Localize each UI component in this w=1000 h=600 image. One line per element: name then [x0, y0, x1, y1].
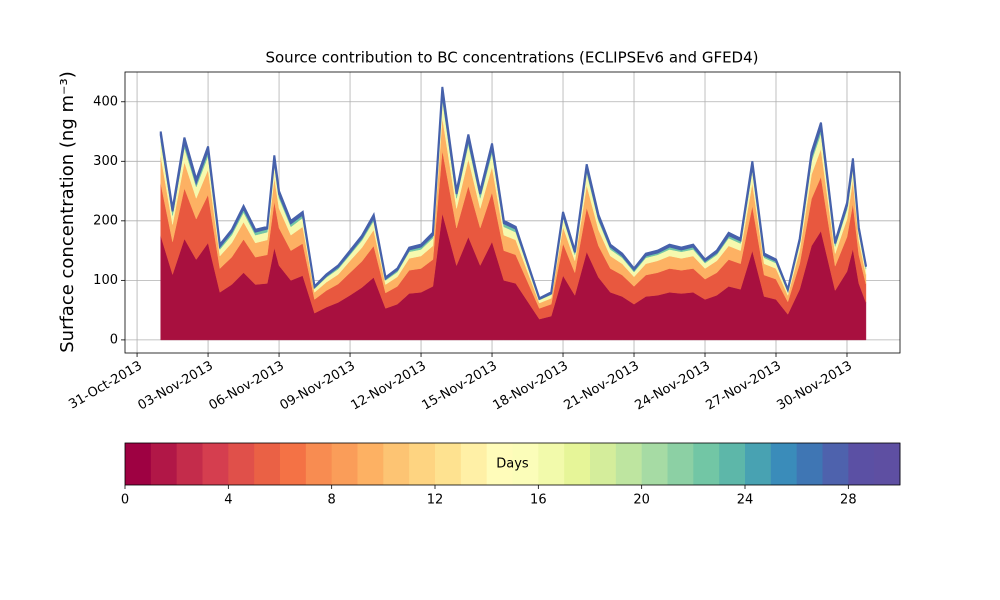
- colorbar-bin: [512, 443, 539, 485]
- x-tick-label: 27-Nov-2013: [703, 359, 783, 414]
- plot-frame: [124, 71, 901, 354]
- colorbar-bin: [693, 443, 720, 485]
- y-tick-label: 200: [93, 213, 118, 228]
- colorbar-bin: [331, 443, 358, 485]
- colorbar-bin: [796, 443, 823, 485]
- colorbar-bin: [822, 443, 849, 485]
- y-tick-label: 0: [110, 332, 118, 347]
- x-tick-label: 21-Nov-2013: [561, 359, 641, 414]
- colorbar-tick-label: 4: [224, 493, 232, 508]
- colorbar-bin: [590, 443, 617, 485]
- x-tick-label: 09-Nov-2013: [278, 359, 358, 414]
- x-tick-label: 31-Oct-2013: [66, 359, 144, 413]
- colorbar-bin: [228, 443, 255, 485]
- colorbar-bin: [409, 443, 436, 485]
- colorbar-bin: [305, 443, 333, 485]
- x-tick-label: 12-Nov-2013: [349, 359, 429, 414]
- colorbar-bin: [770, 443, 798, 485]
- chart-title: Source contribution to BC concentrations…: [265, 49, 758, 67]
- colorbar-bin: [383, 443, 410, 485]
- colorbar-frame: [124, 442, 901, 486]
- colorbar-bin: [538, 443, 565, 485]
- colorbar-bin: [435, 443, 462, 485]
- colorbar-tick-label: 28: [840, 493, 857, 508]
- x-tick-label: 03-Nov-2013: [136, 359, 216, 414]
- colorbar-bin: [848, 443, 875, 485]
- colorbar-tick-label: 8: [328, 493, 336, 508]
- x-tick-label: 24-Nov-2013: [632, 359, 712, 414]
- colorbar-bin: [667, 443, 694, 485]
- colorbar-bin: [719, 443, 746, 485]
- x-tick-label: 15-Nov-2013: [420, 359, 500, 414]
- y-tick-label: 300: [93, 154, 118, 169]
- colorbar-bin: [202, 443, 229, 485]
- colorbar-bin: [125, 443, 152, 485]
- colorbar-bin: [615, 443, 643, 485]
- colorbar-bin: [280, 443, 307, 485]
- colorbar-bin: [150, 443, 178, 485]
- colorbar-bin: [176, 443, 203, 485]
- y-tick-label: 100: [93, 273, 118, 288]
- colorbar-bin: [486, 443, 513, 485]
- colorbar-bin: [874, 443, 901, 485]
- colorbar-bin: [641, 443, 668, 485]
- colorbar-bin: [460, 443, 488, 485]
- colorbar-bin: [564, 443, 591, 485]
- area-layer: [159, 86, 867, 301]
- colorbar-bin: [357, 443, 384, 485]
- colorbar-tick-label: 20: [633, 493, 650, 508]
- colorbar-tick-label: 12: [427, 493, 444, 508]
- colorbar-label: Days: [496, 457, 529, 472]
- colorbar-tick-label: 16: [530, 493, 547, 508]
- x-tick-label: 18-Nov-2013: [490, 359, 570, 414]
- colorbar-bin: [745, 443, 772, 485]
- x-tick-label: 06-Nov-2013: [207, 359, 287, 414]
- y-axis-label: Surface concentration (ng m⁻³): [57, 71, 78, 353]
- colorbar-bin: [254, 443, 281, 485]
- colorbar-tick-label: 0: [121, 493, 129, 508]
- x-tick-label: 30-Nov-2013: [774, 359, 854, 414]
- y-tick-label: 400: [93, 94, 118, 109]
- colorbar-tick-label: 24: [737, 493, 754, 508]
